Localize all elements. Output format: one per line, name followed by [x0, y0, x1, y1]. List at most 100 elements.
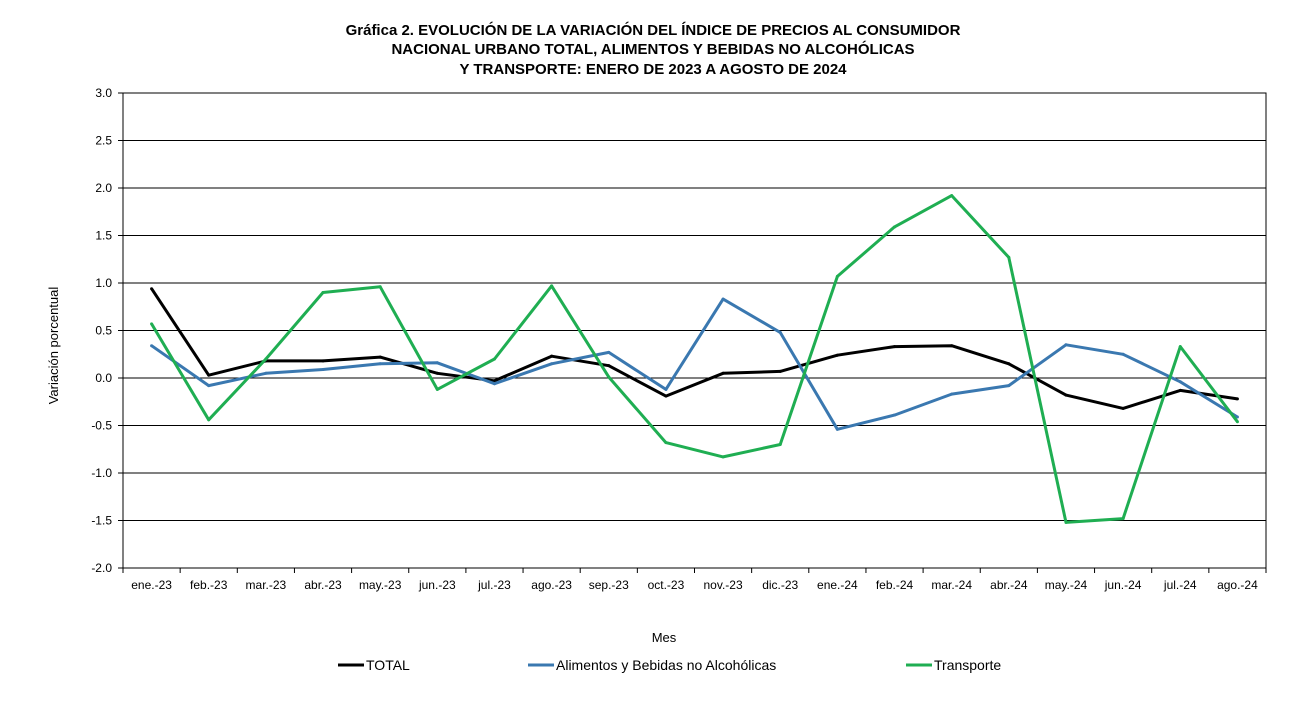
series-line-transporte	[150, 194, 1239, 524]
y-tick-label: 2.0	[95, 181, 112, 195]
data-point-total	[435, 371, 439, 375]
data-point-total	[321, 359, 325, 363]
x-tick-label: ene.-24	[817, 578, 858, 592]
x-tick-label: jul.-24	[1163, 578, 1197, 592]
data-point-transporte	[835, 274, 839, 278]
chart-title-line-3: Y TRANSPORTE: ENERO DE 2023 A AGOSTO DE …	[459, 61, 847, 78]
x-axis-ticks: ene.-23 feb.-23 mar.-23 abr.-23 may.-23 jun.-…	[122, 568, 1267, 592]
x-tick-label: dic.-23	[762, 578, 798, 592]
chart-title-line-2: NACIONAL URBANO TOTAL, ALIMENTOS Y BEBID…	[391, 40, 914, 58]
x-tick-label: jun.-23	[418, 578, 456, 592]
x-tick-label: feb.-24	[876, 578, 914, 592]
gridlines	[123, 92, 1266, 569]
data-point-transporte	[264, 357, 268, 361]
data-point-transporte	[607, 375, 611, 379]
y-tick-label: -0.5	[91, 419, 112, 433]
x-tick-label: oct.-23	[648, 578, 685, 592]
data-point-transporte	[1178, 345, 1182, 349]
data-point-alimentos	[1178, 380, 1182, 384]
y-tick-label: 3.0	[95, 86, 112, 100]
data-point-alimentos	[607, 350, 611, 354]
legend-label-total: TOTAL	[366, 657, 410, 673]
x-tick-label: ago.-24	[1217, 578, 1258, 592]
legend-label-transporte: Transporte	[934, 657, 1001, 673]
y-tick-label: 1.5	[95, 229, 112, 243]
data-point-alimentos	[1064, 343, 1068, 347]
data-point-total	[1007, 362, 1011, 366]
y-axis-ticks: 3.0 2.5 2.0 1.5 1.0 0.5 0.0 -0.5 -1.0 -1.5 -2.0	[91, 86, 123, 575]
data-point-alimentos	[378, 362, 382, 366]
data-point-total	[378, 355, 382, 359]
legend-label-alimentos: Alimentos y Bebidas no Alcohólicas	[556, 657, 776, 673]
data-point-total	[778, 369, 782, 373]
data-point-transporte	[778, 443, 782, 446]
data-point-alimentos	[893, 413, 897, 417]
data-point-transporte	[1064, 520, 1068, 524]
data-point-total	[607, 364, 611, 368]
chart-title-line-1: Gráfica 2. EVOLUCIÓN DE LA VARIACIÓN DEL…	[346, 21, 961, 39]
data-point-alimentos	[435, 361, 439, 365]
data-point-transporte	[321, 291, 325, 294]
x-tick-label: jul.-23	[477, 578, 511, 592]
x-tick-label: may.-23	[359, 578, 402, 592]
series-line-total	[150, 287, 1238, 410]
x-tick-label: sep.-23	[589, 578, 629, 592]
data-point-alimentos	[950, 392, 954, 396]
data-point-transporte	[435, 387, 439, 391]
y-tick-label: 0.5	[95, 324, 112, 338]
data-point-transporte	[893, 225, 897, 229]
y-axis-label: Variación porcentual	[46, 287, 61, 405]
data-point-alimentos	[264, 371, 268, 375]
x-tick-label: abr.-24	[990, 578, 1028, 592]
legend: TOTAL Alimentos y Bebidas no Alcohólicas…	[338, 657, 1001, 673]
series-lines	[150, 194, 1239, 524]
data-point-total	[721, 371, 725, 375]
x-tick-label: ene.-23	[131, 578, 172, 592]
data-point-transporte	[721, 455, 725, 459]
data-point-total	[207, 373, 211, 377]
data-point-transporte	[150, 322, 154, 326]
data-point-total	[1064, 393, 1068, 397]
data-point-alimentos	[664, 387, 668, 391]
data-point-total	[664, 394, 668, 398]
data-point-transporte	[1235, 420, 1239, 424]
data-point-alimentos	[150, 344, 154, 348]
x-tick-label: abr.-23	[304, 578, 342, 592]
y-tick-label: -1.5	[91, 514, 112, 528]
x-tick-label: mar.-24	[931, 578, 972, 592]
data-point-alimentos	[721, 297, 725, 301]
y-tick-label: -1.0	[91, 466, 112, 480]
y-tick-label: -2.0	[91, 561, 112, 575]
data-point-alimentos	[778, 330, 782, 334]
y-tick-label: 0.0	[95, 371, 112, 385]
y-tick-label: 1.0	[95, 276, 112, 290]
data-point-transporte	[207, 418, 211, 422]
data-point-transporte	[950, 194, 954, 198]
data-point-alimentos	[1007, 384, 1011, 388]
data-point-total	[1178, 388, 1182, 392]
data-point-transporte	[378, 285, 382, 289]
data-point-total	[950, 344, 954, 348]
data-point-alimentos	[1235, 415, 1239, 419]
data-point-alimentos	[207, 384, 211, 388]
data-point-total	[550, 354, 554, 358]
data-point-transporte	[492, 357, 496, 361]
data-point-alimentos	[550, 362, 554, 366]
data-point-total	[893, 345, 897, 349]
data-point-total	[150, 287, 154, 291]
data-point-total	[1121, 406, 1125, 410]
data-point-transporte	[550, 284, 554, 288]
data-point-total	[835, 353, 839, 357]
series-line-alimentos	[150, 297, 1239, 431]
data-point-transporte	[1007, 255, 1011, 259]
y-tick-label: 2.5	[95, 134, 112, 148]
data-point-transporte	[1121, 517, 1125, 521]
data-point-alimentos	[321, 367, 325, 371]
x-tick-label: feb.-23	[190, 578, 228, 592]
data-point-alimentos	[1121, 352, 1125, 356]
data-point-alimentos	[492, 382, 496, 386]
x-tick-label: nov.-23	[704, 578, 743, 592]
data-point-alimentos	[835, 427, 839, 431]
data-point-total	[492, 379, 496, 383]
